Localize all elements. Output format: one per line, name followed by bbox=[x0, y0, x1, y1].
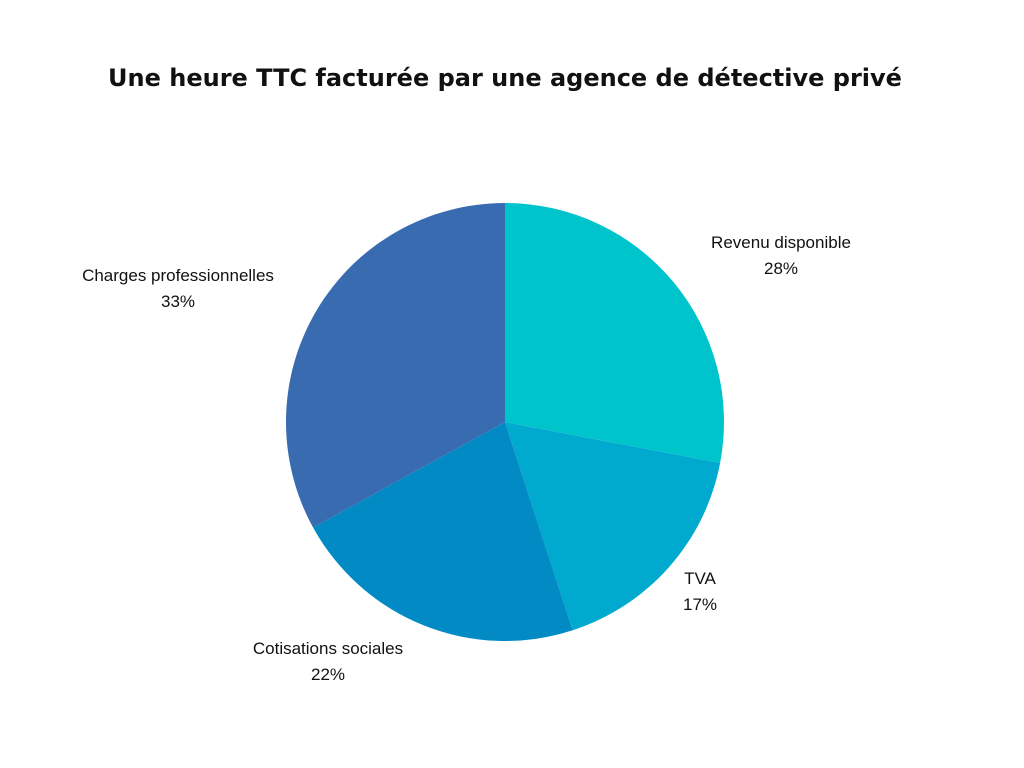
slice-percent: 33% bbox=[160, 292, 196, 311]
slice-name: TVA bbox=[684, 569, 716, 588]
pie-slice-cotisations-sociales bbox=[313, 422, 573, 641]
slice-percent: 28% bbox=[763, 259, 799, 278]
pie-slice-tva bbox=[505, 422, 721, 631]
pie-slice-revenu-disponible bbox=[505, 203, 724, 464]
slice-label-tva: TVA 17% bbox=[620, 566, 780, 618]
chart-title: Une heure TTC facturée par une agence de… bbox=[108, 64, 902, 92]
slice-name: Charges professionnelles bbox=[82, 266, 274, 285]
slice-percent: 17% bbox=[682, 595, 718, 614]
slice-label-revenu-disponible: Revenu disponible 28% bbox=[671, 230, 891, 282]
slice-percent: 22% bbox=[310, 665, 346, 684]
slice-name: Cotisations sociales bbox=[252, 639, 404, 658]
slice-name: Revenu disponible bbox=[711, 233, 851, 252]
pie-slice-charges-professionnelles bbox=[286, 203, 505, 528]
slice-label-charges-professionnelles: Charges professionnelles 33% bbox=[58, 263, 298, 315]
slice-label-cotisations-sociales: Cotisations sociales 22% bbox=[218, 636, 438, 688]
